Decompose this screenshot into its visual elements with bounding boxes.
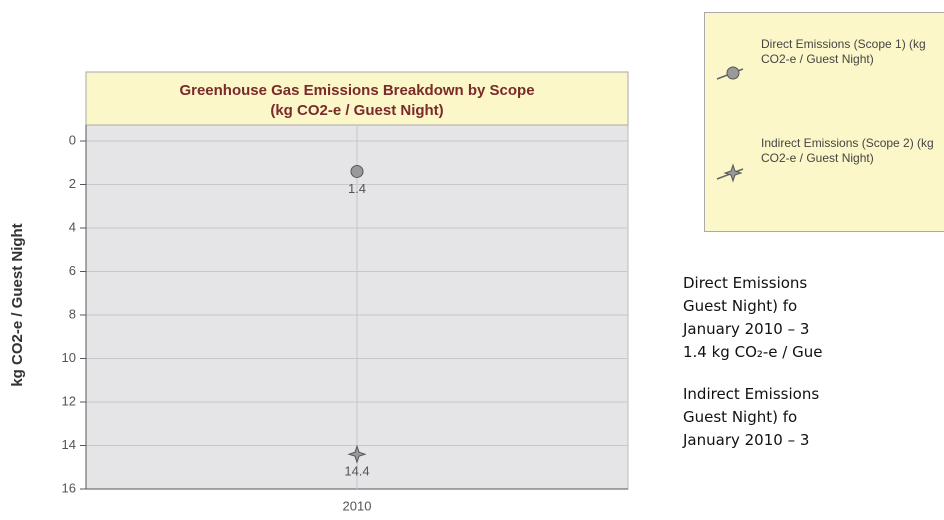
- data-label: 14.4: [344, 464, 369, 479]
- chart-title: Greenhouse Gas Emissions Breakdown by Sc…: [179, 82, 534, 99]
- title-box: [85, 71, 629, 126]
- y-tick-label: 0: [69, 132, 76, 147]
- note-line: 1.4 kg CO₂-e / Gue: [683, 343, 823, 361]
- y-tick-label: 10: [62, 350, 76, 365]
- y-tick-label: 16: [62, 480, 76, 495]
- x-tick-label: 2010: [343, 498, 372, 513]
- point: [347, 444, 367, 464]
- legend-circle: [726, 66, 740, 80]
- note-line: Indirect Emissions: [683, 385, 820, 403]
- y-tick-label: 6: [69, 263, 76, 278]
- note-line: Direct Emissions: [683, 274, 808, 292]
- chart-subtitle: (kg CO2-e / Guest Night): [270, 102, 443, 119]
- legend-star: [723, 163, 743, 183]
- note-line: January 2010 – 3: [683, 320, 810, 338]
- legend-entry: Indirect Emissions (Scope 2) (kg CO2-e /…: [761, 136, 934, 165]
- y-tick-label: 4: [69, 219, 76, 234]
- note-line: Guest Night) fo: [683, 408, 798, 426]
- legend-markers: [716, 66, 744, 183]
- y-axis-label: kg CO2-e / Guest Night: [9, 223, 26, 386]
- data-label: 1.4: [348, 181, 366, 196]
- y-tick-label: 8: [69, 306, 76, 321]
- note-line: Guest Night) fo: [683, 297, 798, 315]
- y-tick-label: 12: [62, 393, 76, 408]
- y-tick-label: 14: [62, 437, 76, 452]
- y-tick-label: 2: [69, 176, 76, 191]
- point: [350, 164, 364, 178]
- note-line: January 2010 – 3: [683, 431, 810, 449]
- legend: Direct Emissions (Scope 1) (kg CO2-e / G…: [704, 12, 944, 232]
- legend-entry: Direct Emissions (Scope 1) (kg CO2-e / G…: [761, 37, 926, 66]
